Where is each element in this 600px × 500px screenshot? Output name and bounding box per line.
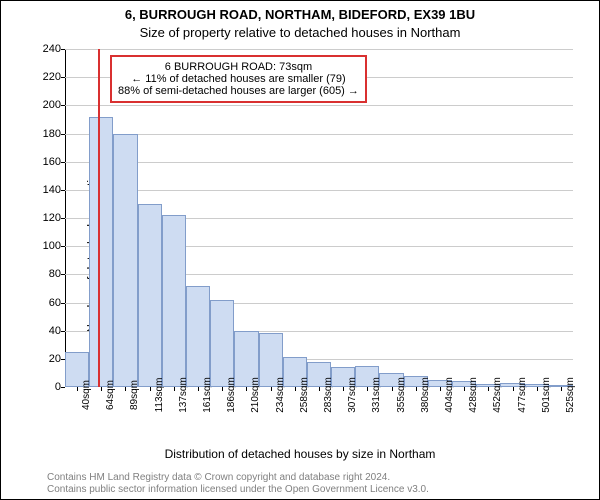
y-tick	[61, 331, 65, 332]
y-tick	[61, 218, 65, 219]
chart-title-line2: Size of property relative to detached ho…	[1, 25, 599, 40]
x-tick	[125, 387, 126, 391]
y-tick-label: 60	[49, 297, 61, 309]
y-tick-label: 100	[43, 240, 61, 252]
y-tick	[61, 387, 65, 388]
x-tick	[537, 387, 538, 391]
y-tick-label: 160	[43, 156, 61, 168]
x-tick	[222, 387, 223, 391]
callout-line3: 88% of semi-detached houses are larger (…	[118, 85, 359, 97]
y-tick	[61, 190, 65, 191]
y-tick-label: 140	[43, 184, 61, 196]
histogram-bar	[138, 204, 162, 387]
y-tick	[61, 77, 65, 78]
x-tick-label: 428sqm	[468, 377, 479, 413]
x-tick	[464, 387, 465, 391]
x-tick	[77, 387, 78, 391]
y-tick	[61, 162, 65, 163]
x-tick	[271, 387, 272, 391]
y-tick	[61, 105, 65, 106]
x-tick	[174, 387, 175, 391]
x-tick	[392, 387, 393, 391]
x-tick	[367, 387, 368, 391]
x-tick	[513, 387, 514, 391]
grid-line	[65, 190, 573, 191]
x-tick	[416, 387, 417, 391]
y-tick-label: 20	[49, 353, 61, 365]
chart-title-line1: 6, BURROUGH ROAD, NORTHAM, BIDEFORD, EX3…	[1, 7, 599, 22]
grid-line	[65, 162, 573, 163]
y-tick-label: 40	[49, 325, 61, 337]
histogram-bar	[113, 134, 137, 388]
chart-container: 6, BURROUGH ROAD, NORTHAM, BIDEFORD, EX3…	[0, 0, 600, 500]
y-tick	[61, 274, 65, 275]
x-tick-label: 525sqm	[565, 377, 576, 413]
callout-line1: 6 BURROUGH ROAD: 73sqm	[118, 61, 359, 73]
x-tick	[488, 387, 489, 391]
x-tick	[440, 387, 441, 391]
histogram-bar	[210, 300, 234, 387]
x-tick	[101, 387, 102, 391]
y-tick	[61, 49, 65, 50]
property-marker-line	[98, 49, 100, 387]
x-tick	[343, 387, 344, 391]
x-tick	[150, 387, 151, 391]
x-tick	[198, 387, 199, 391]
y-tick	[61, 303, 65, 304]
footer-line2: Contains public sector information licen…	[47, 484, 429, 495]
x-axis-label: Distribution of detached houses by size …	[1, 447, 599, 461]
x-tick-label: 501sqm	[541, 377, 552, 413]
y-tick	[61, 246, 65, 247]
y-tick	[61, 134, 65, 135]
x-tick	[295, 387, 296, 391]
y-tick-label: 220	[43, 71, 61, 83]
histogram-bar	[186, 286, 210, 387]
callout-line2: ← 11% of detached houses are smaller (79…	[118, 73, 359, 85]
histogram-bar	[162, 215, 186, 387]
x-tick	[319, 387, 320, 391]
y-tick-label: 80	[49, 268, 61, 280]
x-tick	[561, 387, 562, 391]
y-tick-label: 240	[43, 43, 61, 55]
footer-line1: Contains HM Land Registry data © Crown c…	[47, 472, 390, 483]
grid-line	[65, 105, 573, 106]
callout-box: 6 BURROUGH ROAD: 73sqm← 11% of detached …	[110, 55, 367, 103]
grid-line	[65, 49, 573, 50]
y-tick-label: 180	[43, 128, 61, 140]
x-tick-label: 477sqm	[517, 377, 528, 413]
y-tick-label: 200	[43, 99, 61, 111]
grid-line	[65, 134, 573, 135]
histogram-bar	[89, 117, 113, 387]
x-tick	[246, 387, 247, 391]
y-tick-label: 120	[43, 212, 61, 224]
plot-area: 02040608010012014016018020022024040sqm64…	[65, 49, 573, 387]
